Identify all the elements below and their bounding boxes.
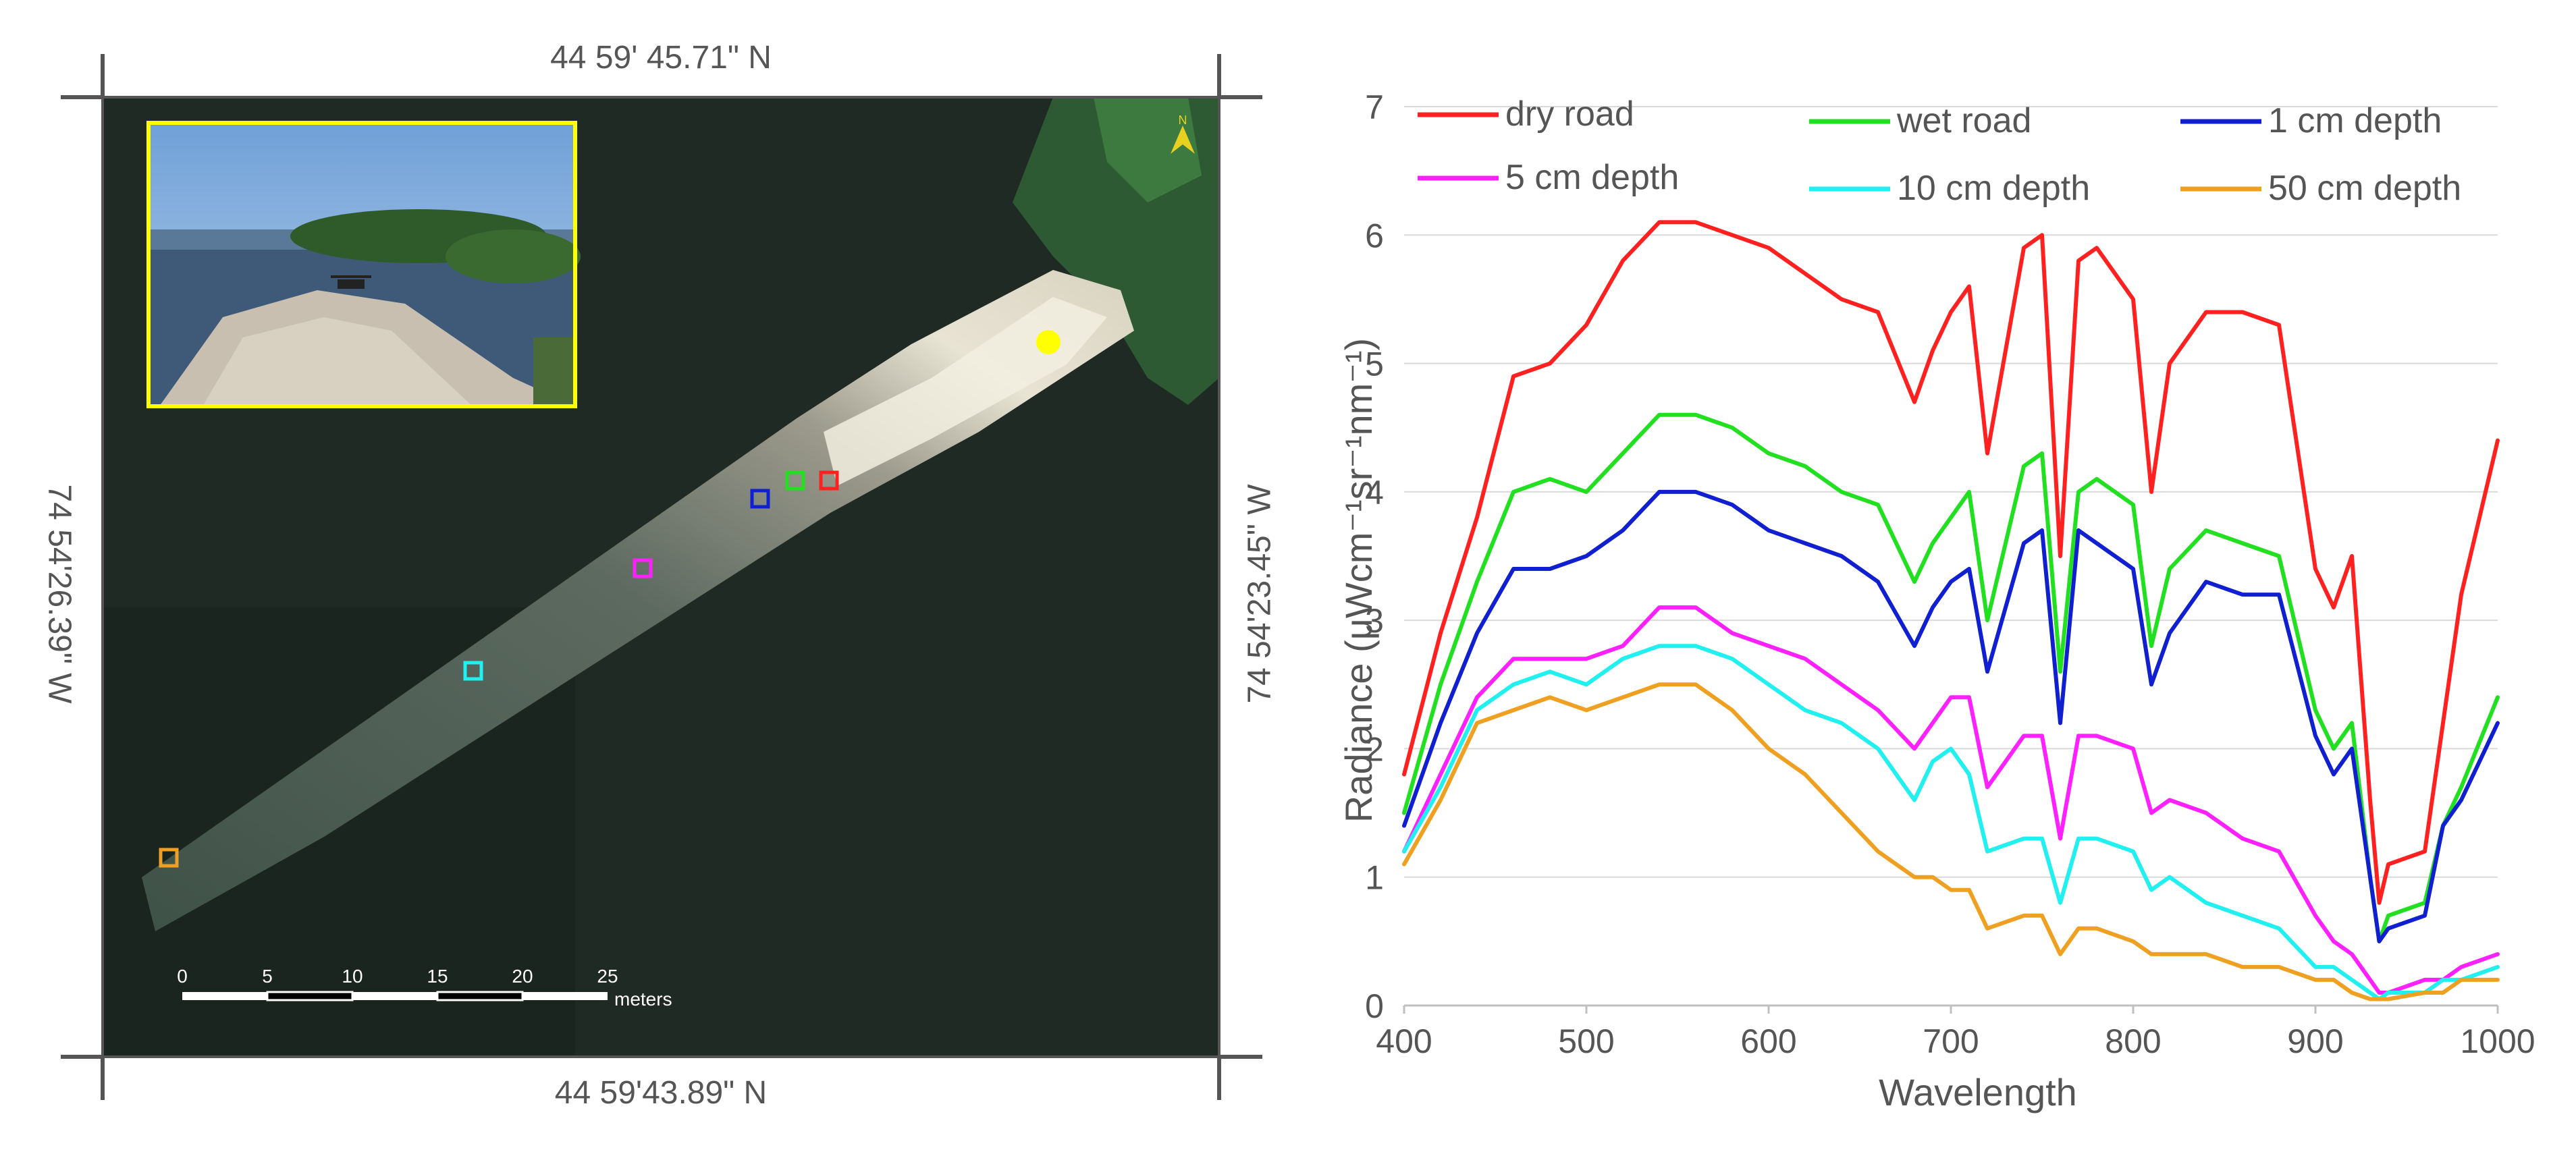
legend-label: dry road [1505, 94, 1634, 134]
series-layer [1402, 220, 2500, 1001]
corner-ticks [61, 54, 1262, 1100]
series-line-5-cm-depth [1402, 605, 2500, 995]
radiance-chart: 0 1 2 3 4 5 6 7 400 500 600 700 800 900 1000 dry road w… [1337, 88, 2535, 1113]
scale-tick-label: 15 [427, 966, 448, 987]
inset-photo [146, 121, 581, 408]
marker-10cm [463, 661, 483, 681]
coord-top-label: 44 59' 45.71" N [550, 40, 772, 76]
marker-wet-road [785, 470, 805, 491]
marker-dry-road [819, 470, 839, 491]
chart-panel: 0 1 2 3 4 5 6 7 400 500 600 700 800 900 1000 dry road w… [1310, 0, 2576, 1156]
marker-5cm [633, 558, 653, 578]
series-line-1-cm-depth [1402, 489, 2500, 943]
y-tick-label: 0 [1365, 987, 1384, 1025]
drone-icon [331, 275, 371, 289]
series-line-10-cm-depth [1402, 644, 2500, 1001]
legend-label: 1 cm depth [2268, 101, 2442, 140]
x-tick-label: 600 [1740, 1022, 1796, 1060]
legend-label: wet road [1896, 101, 2031, 140]
marker-1cm [750, 489, 770, 509]
y-tick-label: 4 [1365, 474, 1384, 512]
scale-tick-label: 0 [177, 966, 188, 987]
photo-location-marker [1036, 330, 1061, 354]
y-tick-label: 1 [1365, 859, 1384, 897]
y-tick-label: 5 [1365, 346, 1384, 383]
coord-right-label: 74 54'23.45" W [1241, 484, 1278, 704]
y-tick-label: 2 [1365, 730, 1384, 768]
y-axis-label: Radiance (μWcm⁻¹sr⁻¹nm⁻¹) [1337, 338, 1380, 823]
inset-border [146, 121, 577, 408]
scale-tick-label: 25 [597, 966, 618, 987]
series-line-dry-road [1402, 220, 2500, 905]
scale-tick-label: 5 [262, 966, 273, 987]
x-axis-label: Wavelength [1879, 1071, 2077, 1113]
scale-unit: meters [614, 989, 672, 1010]
x-tick-label: 1000 [2460, 1022, 2535, 1060]
scale-tick-label: 20 [512, 966, 533, 987]
x-tick-label: 500 [1558, 1022, 1614, 1060]
x-tick-label: 400 [1376, 1022, 1432, 1060]
series-line-50-cm-depth [1402, 682, 2500, 1001]
y-tick-label: 7 [1365, 88, 1384, 126]
y-tick-label: 6 [1365, 217, 1384, 254]
coord-bottom-label: 44 59'43.89" N [554, 1075, 768, 1111]
north-arrow-icon: N [1171, 113, 1195, 154]
legend-label: 5 cm depth [1505, 158, 1679, 197]
legend: dry road wet road 1 cm depth 5 cm depth 10 c… [1418, 94, 2461, 208]
map-panel: N 0 5 10 15 20 25 meters [61, 54, 1262, 1100]
x-tick-label: 800 [2105, 1022, 2161, 1060]
legend-label: 10 cm depth [1897, 169, 2090, 208]
y-tick-label: 3 [1365, 602, 1384, 640]
scale-tick-label: 10 [342, 966, 363, 987]
grid-layer [1404, 106, 2498, 1007]
legend-label: 50 cm depth [2268, 169, 2461, 208]
map-frame [101, 96, 1220, 1058]
x-tick-label: 900 [2287, 1022, 2343, 1060]
marker-50cm [159, 848, 179, 868]
map-svg: N 0 5 10 15 20 25 meters [61, 54, 1262, 1100]
svg-text:N: N [1179, 113, 1187, 127]
scale-bar: 0 5 10 15 20 25 meters [177, 966, 672, 1010]
x-tick-label: 700 [1923, 1022, 1979, 1060]
tick-layer: 0 1 2 3 4 5 6 7 400 500 600 700 800 900 1000 [1365, 88, 2535, 1060]
coord-left-label: 74 54'26.39" W [41, 484, 78, 704]
